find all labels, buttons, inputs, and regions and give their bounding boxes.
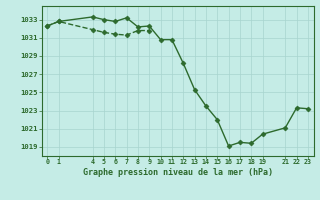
X-axis label: Graphe pression niveau de la mer (hPa): Graphe pression niveau de la mer (hPa)	[83, 168, 273, 177]
